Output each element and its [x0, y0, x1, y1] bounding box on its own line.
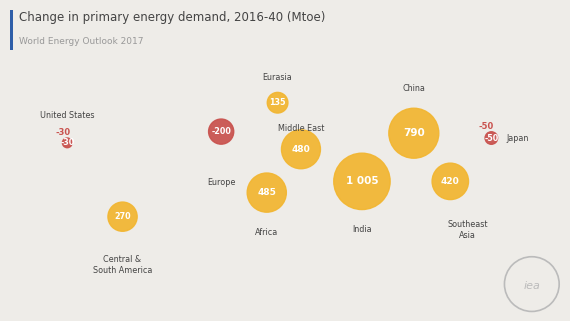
Text: India: India: [352, 225, 372, 234]
Ellipse shape: [267, 92, 288, 113]
Text: Africa: Africa: [255, 228, 278, 237]
Text: Eurasia: Eurasia: [263, 73, 292, 82]
Text: -50: -50: [484, 134, 498, 143]
Text: -30: -30: [60, 138, 74, 147]
Ellipse shape: [247, 173, 286, 212]
Text: Southeast
Asia: Southeast Asia: [447, 220, 488, 240]
Ellipse shape: [282, 130, 320, 169]
Text: 1 005: 1 005: [345, 176, 378, 187]
Text: Europe: Europe: [207, 178, 235, 187]
Text: Change in primary energy demand, 2016-40 (Mtoe): Change in primary energy demand, 2016-40…: [19, 11, 325, 24]
Text: Japan: Japan: [506, 134, 528, 143]
Text: -200: -200: [211, 127, 231, 136]
Ellipse shape: [334, 153, 390, 210]
Text: China: China: [402, 84, 425, 93]
Text: 480: 480: [292, 145, 310, 154]
Text: Central &
South America: Central & South America: [93, 255, 152, 275]
FancyBboxPatch shape: [10, 10, 13, 50]
Text: 420: 420: [441, 177, 459, 186]
Ellipse shape: [108, 202, 137, 231]
Ellipse shape: [209, 119, 234, 144]
Text: World Energy Outlook 2017: World Energy Outlook 2017: [19, 37, 143, 46]
Text: 270: 270: [114, 212, 131, 221]
Text: -30: -30: [56, 128, 71, 137]
Text: 790: 790: [403, 128, 425, 138]
Ellipse shape: [432, 163, 469, 200]
Text: 135: 135: [270, 98, 286, 107]
Ellipse shape: [389, 108, 439, 158]
Ellipse shape: [62, 138, 72, 148]
Ellipse shape: [485, 132, 498, 144]
Text: -50: -50: [479, 122, 494, 131]
Text: 485: 485: [257, 188, 276, 197]
Text: Middle East: Middle East: [278, 124, 324, 133]
Text: United States: United States: [40, 111, 95, 120]
Text: iea: iea: [523, 281, 540, 291]
